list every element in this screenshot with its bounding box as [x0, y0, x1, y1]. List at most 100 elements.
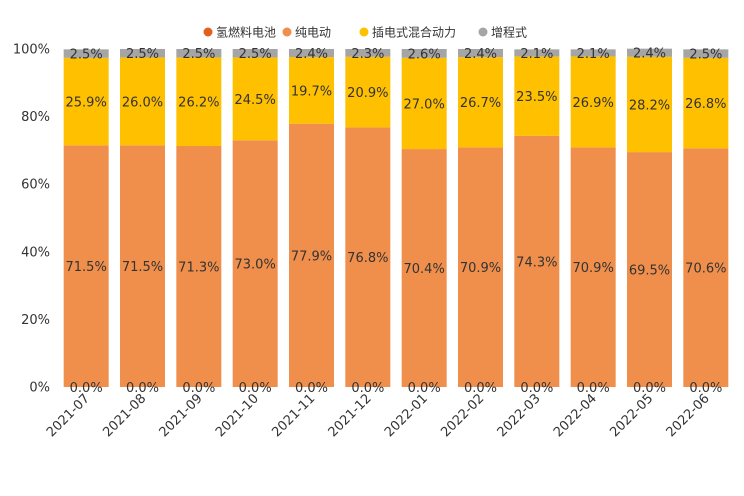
x-tick-label: 2022-06	[664, 391, 713, 440]
y-tick-label: 100%	[13, 43, 50, 58]
bar-segment	[176, 146, 222, 387]
bar-segment	[63, 49, 109, 58]
data-label: 28.2%	[629, 98, 670, 113]
bar-segment	[345, 56, 391, 128]
y-tick-label: 80%	[21, 110, 50, 125]
x-tick-label: 2022-01	[382, 391, 431, 440]
x-tick-label: 2022-04	[551, 391, 600, 440]
data-label: 0.0%	[70, 381, 103, 396]
bar-segment	[345, 49, 391, 57]
data-label: 69.5%	[629, 264, 670, 279]
data-label: 0.0%	[520, 381, 553, 396]
data-label: 2.5%	[239, 47, 272, 62]
data-label: 0.0%	[351, 381, 384, 396]
data-label: 0.0%	[182, 381, 215, 396]
data-label: 2.4%	[295, 47, 328, 62]
data-label: 26.7%	[460, 96, 501, 111]
y-axis: 0% 20% 40% 60% 80% 100%	[13, 43, 50, 396]
bar-segment	[458, 147, 503, 387]
data-label: 71.3%	[178, 261, 219, 276]
data-label: 2.4%	[633, 47, 666, 62]
data-label: 26.2%	[178, 96, 219, 111]
x-axis: 2021-07 2021-08 2021-09 2021-10 2021-11 2021-…	[44, 391, 713, 440]
y-tick-label: 40%	[21, 245, 50, 260]
legend-label-2: 插电式混合动力	[372, 25, 456, 40]
bar-segment	[63, 57, 109, 146]
bar-segment	[401, 149, 447, 387]
bar-segment	[401, 57, 447, 150]
bar-segment	[120, 57, 165, 146]
bar-segment	[232, 140, 278, 387]
bar-segment	[289, 57, 334, 124]
bar-segment	[63, 145, 109, 387]
data-label: 70.9%	[460, 261, 501, 276]
bar-segment	[627, 56, 672, 153]
x-tick-label: 2022-03	[495, 391, 544, 440]
legend-marker-2	[359, 27, 369, 37]
data-label: 73.0%	[235, 258, 276, 273]
x-tick-label: 2021-12	[326, 391, 375, 440]
legend-marker-0	[203, 27, 213, 37]
y-tick-label: 60%	[21, 178, 50, 193]
data-label: 71.5%	[66, 260, 107, 275]
data-label: 0.0%	[295, 381, 328, 396]
data-label: 26.0%	[122, 95, 163, 110]
bar-segment	[570, 147, 616, 387]
legend-label-3: 增程式	[491, 25, 527, 40]
data-label: 19.7%	[291, 84, 332, 99]
bar-segment	[120, 145, 165, 387]
bar-segment	[120, 49, 165, 58]
bar-segment	[458, 57, 503, 148]
legend: 氢燃料电池 纯电动 插电式混合动力 增程式	[203, 25, 527, 40]
data-label: 70.4%	[404, 262, 445, 277]
legend-marker-3	[478, 27, 488, 37]
bar-segment	[458, 49, 503, 58]
data-label: 0.0%	[408, 381, 441, 396]
legend-marker-1	[282, 27, 292, 37]
x-tick-label: 2022-02	[438, 391, 487, 440]
x-tick-label: 2021-07	[44, 391, 93, 440]
x-tick-label: 2021-10	[213, 391, 262, 440]
y-tick-label: 0%	[29, 381, 50, 396]
bar-segment	[570, 56, 616, 148]
bar-segment	[345, 127, 391, 387]
bar-segment	[289, 49, 334, 58]
data-label: 0.0%	[239, 381, 272, 396]
bar-segment	[570, 49, 616, 57]
y-tick-label: 20%	[21, 313, 50, 328]
bar-segment	[514, 56, 560, 136]
bar-segment	[514, 49, 560, 57]
data-label: 2.5%	[126, 47, 159, 62]
bar-segment	[176, 57, 222, 147]
x-tick-label: 2021-11	[269, 391, 318, 440]
x-tick-label: 2021-09	[157, 391, 206, 440]
legend-label-1: 纯电动	[295, 26, 331, 40]
bar-segment	[683, 57, 729, 149]
data-label: 0.0%	[633, 381, 666, 396]
data-label: 0.0%	[689, 381, 722, 396]
bar-segment	[176, 49, 222, 58]
x-tick-label: 2022-05	[607, 391, 656, 440]
bar-segment	[289, 123, 334, 387]
bar-segment	[683, 148, 729, 387]
data-label: 26.8%	[685, 97, 726, 112]
data-label: 0.0%	[126, 381, 159, 396]
bar-segment	[683, 49, 729, 58]
bar-segment	[401, 49, 447, 58]
bar-segment	[232, 49, 278, 58]
data-label: 2.1%	[520, 47, 553, 62]
data-label: 74.3%	[516, 255, 557, 270]
bar-segment	[232, 57, 278, 141]
data-label: 71.5%	[122, 260, 163, 275]
data-label: 27.0%	[404, 97, 445, 112]
data-label: 76.8%	[347, 251, 388, 266]
data-label: 2.4%	[464, 47, 497, 62]
data-label: 70.6%	[685, 262, 726, 277]
data-label: 0.0%	[577, 381, 610, 396]
data-label: 70.9%	[573, 261, 614, 276]
data-label: 2.6%	[408, 47, 441, 62]
data-label: 0.0%	[464, 381, 497, 396]
bar-segment	[627, 152, 672, 387]
bars: 0.0% 71.5% 25.9% 2.5% 0.0% 71.5% 26.0% 2.5% 0.0%…	[63, 47, 729, 396]
